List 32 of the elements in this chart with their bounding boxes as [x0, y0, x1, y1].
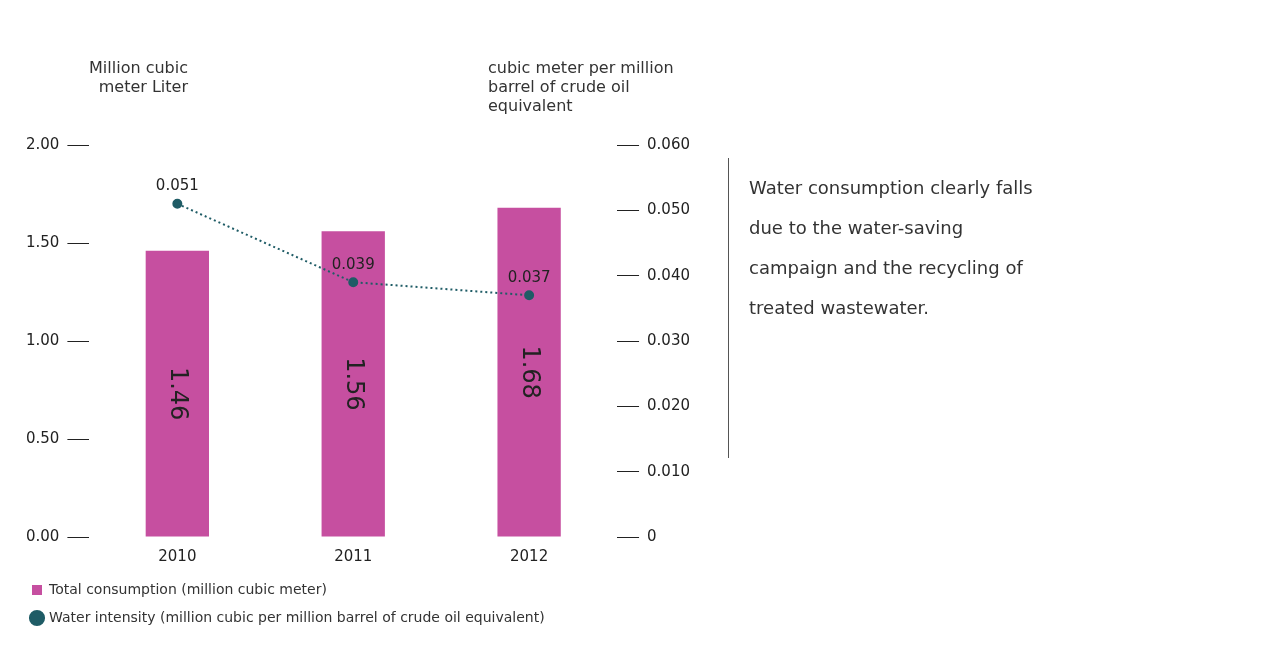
y2-tick-label: 0.050	[647, 200, 691, 219]
point	[348, 277, 359, 288]
y-tick-label: 1.00	[25, 330, 60, 349]
y-tick-label: 0.50	[25, 428, 60, 447]
data-label: 0.039	[331, 254, 375, 273]
bar	[497, 207, 561, 537]
x-tick-label: 2012	[510, 546, 549, 565]
y2-tick-label: 0.020	[647, 396, 691, 415]
data-label: 1.68	[516, 345, 545, 399]
data-label: 1.56	[340, 357, 369, 411]
y2-tick-label: 0.010	[647, 461, 691, 480]
data-label: 1.46	[165, 366, 194, 421]
legend-label: Water intensity (million cubic per million barrel of crude oil equivalent)	[49, 608, 545, 625]
text: Water consumption clearly falls due to the water-saving campaign and the recycling of treated wastewater.	[749, 176, 1034, 320]
x-tick-label: 2011	[334, 546, 373, 565]
y2-axis-title: cubic meter per million barrel of crude oil equivalent	[488, 58, 675, 115]
data-label: 0.051	[155, 176, 199, 195]
x-tick-label: 2010	[158, 546, 197, 565]
y2-tick-label: 0.030	[647, 330, 691, 349]
y-tick-label: 1.50	[25, 232, 60, 251]
y-tick-label: 2.00	[25, 134, 60, 153]
y2-tick-label: 0.040	[647, 265, 691, 284]
y-axis-title: Million cubic meter Liter	[88, 58, 188, 98]
bar	[145, 250, 209, 537]
y2-tick-label: 0.060	[647, 134, 691, 153]
point	[524, 290, 535, 301]
point	[172, 198, 183, 209]
legend-label: Total consumption (million cubic meter)	[48, 580, 327, 597]
bar	[321, 231, 385, 537]
y-tick-label: 0.00	[25, 526, 60, 545]
y2-tick-label: 0	[647, 526, 657, 545]
data-label: 0.037	[507, 267, 551, 286]
